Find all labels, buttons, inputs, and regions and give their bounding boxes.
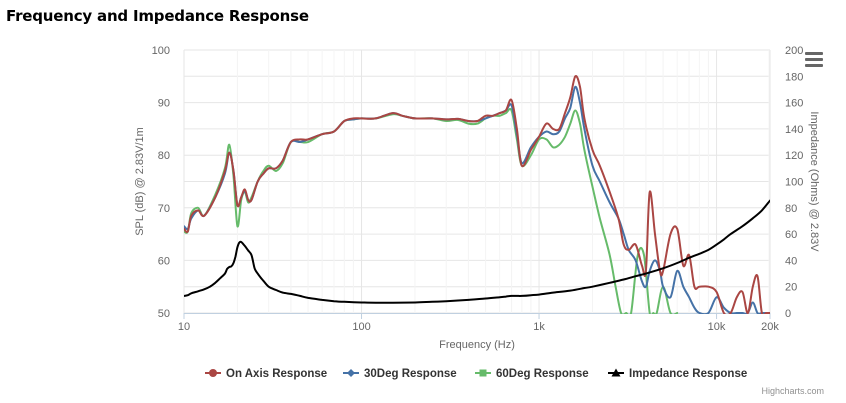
right-y-tick-label: 60 xyxy=(785,229,797,241)
right-y-tick-label: 20 xyxy=(785,282,797,294)
legend-square-marker-icon xyxy=(479,369,487,377)
legend-diamond-marker-icon xyxy=(347,369,355,377)
legend-label: Impedance Response xyxy=(629,368,747,380)
right-y-tick-label: 0 xyxy=(785,308,791,320)
right-y-tick-label: 120 xyxy=(785,150,803,162)
right-y-tick-label: 160 xyxy=(785,98,803,110)
legend-label: On Axis Response xyxy=(226,368,327,380)
right-y-tick-label: 100 xyxy=(785,177,803,189)
x-tick-label: 10 xyxy=(178,321,190,333)
legend-label: 60Deg Response xyxy=(496,368,589,380)
chart-title: Frequency and Impedance Response xyxy=(6,7,309,25)
x-tick-label: 100 xyxy=(352,321,370,333)
series-line-on-axis-response xyxy=(184,74,770,314)
left-y-tick-label: 60 xyxy=(158,255,170,267)
right-y-tick-label: 140 xyxy=(785,124,803,136)
legend-item-impedance-response[interactable]: Impedance Response xyxy=(608,368,747,380)
legend-item-30deg-response[interactable]: 30Deg Response xyxy=(343,368,457,380)
legend-circle-marker-icon xyxy=(209,369,217,377)
left-y-tick-label: 70 xyxy=(158,203,170,215)
legend-item-60deg-response[interactable]: 60Deg Response xyxy=(475,368,589,380)
left-y-tick-label: 100 xyxy=(152,45,170,57)
right-y-tick-label: 180 xyxy=(785,71,803,83)
x-axis-title: Frequency (Hz) xyxy=(439,339,515,351)
left-y-tick-label: 90 xyxy=(158,98,170,110)
chart-menu-icon[interactable] xyxy=(805,52,823,68)
x-tick-label: 1k xyxy=(533,321,545,333)
legend-triangle-marker-icon xyxy=(611,368,621,377)
series-plot-area xyxy=(184,74,770,314)
right-y-tick-label: 80 xyxy=(785,203,797,215)
legend-item-on-axis-response[interactable]: On Axis Response xyxy=(205,368,327,380)
left-y-tick-label: 80 xyxy=(158,150,170,162)
right-y-axis-title: Impedance (Ohms) @ 2.83V xyxy=(808,111,820,252)
series-line-impedance-response xyxy=(184,199,770,304)
legend-label: 30Deg Response xyxy=(364,368,457,380)
legend: On Axis Response 30Deg Response 60Deg Resp… xyxy=(205,368,747,380)
x-tick-label: 10k xyxy=(708,321,726,333)
axes: 10 100 1k 10k 20k 50 60 70 80 90 100 0 20 40 60 80 100 12… xyxy=(134,45,820,351)
left-y-axis-title: SPL (dB) @ 2.83V/1m xyxy=(134,127,146,236)
right-y-tick-label: 200 xyxy=(785,45,803,57)
right-y-tick-label: 40 xyxy=(785,255,797,267)
series-line-60deg-response xyxy=(184,107,679,314)
credits-link[interactable]: Highcharts.com xyxy=(761,386,824,396)
left-y-tick-label: 50 xyxy=(158,308,170,320)
x-tick-label: 20k xyxy=(761,321,779,333)
grid-lines xyxy=(183,49,771,314)
